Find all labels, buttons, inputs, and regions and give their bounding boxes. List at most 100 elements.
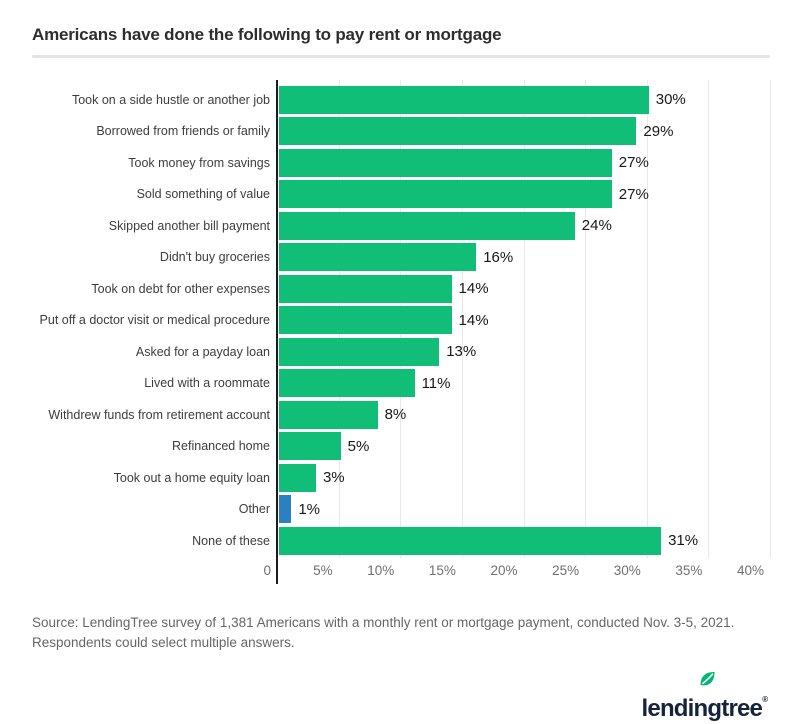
- gridline: [585, 80, 587, 558]
- bar-track: 3%: [279, 463, 770, 492]
- x-tick-label: 30%: [613, 562, 641, 578]
- title-divider: [32, 55, 770, 58]
- category-label: None of these: [192, 533, 270, 548]
- category-label: Took money from savings: [128, 155, 270, 170]
- value-label: 11%: [421, 374, 451, 392]
- value-label: 29%: [643, 122, 674, 140]
- bar-row: Took money from savings 27%: [32, 147, 770, 179]
- bar-track: 14%: [279, 306, 770, 335]
- value-label: 13%: [446, 343, 477, 361]
- category-label: Put off a doctor visit or medical proced…: [39, 313, 270, 328]
- bar-row: Borrowed from friends or family 29%: [32, 116, 770, 148]
- x-tick-label: 10%: [367, 562, 395, 578]
- bar: [279, 526, 662, 555]
- category-label: Took on debt for other expenses: [91, 281, 270, 296]
- registered-mark: ®: [762, 694, 768, 704]
- bar: [279, 369, 415, 398]
- value-label: 30%: [655, 91, 686, 109]
- x-axis-ticks: 0 5% 10% 15% 20% 25% 30% 35% 40%: [263, 557, 770, 583]
- bar-row: Sold something of value 27%: [32, 179, 770, 211]
- x-tick-label: 40%: [736, 562, 764, 578]
- bar-row: Asked for a payday loan 13%: [32, 336, 770, 368]
- x-tick-label: 5%: [313, 562, 333, 578]
- gridline: [461, 80, 463, 558]
- bar: [279, 495, 292, 524]
- leaf-icon: [700, 671, 716, 685]
- bar: [279, 306, 452, 335]
- value-label: 8%: [384, 406, 407, 424]
- source-line-1: Source: LendingTree survey of 1,381 Amer…: [32, 614, 735, 630]
- bar-track: 27%: [279, 148, 770, 177]
- bar-row: Lived with a roommate 11%: [32, 368, 770, 400]
- value-label: 24%: [581, 217, 612, 235]
- bar-rows: Took on a side hustle or another job 30%…: [32, 80, 770, 557]
- bar-track: 13%: [279, 337, 770, 366]
- bar-track: 5%: [279, 432, 770, 461]
- bar-row: Didn't buy groceries 16%: [32, 242, 770, 274]
- category-label: Took out a home equity loan: [113, 470, 270, 485]
- category-label: Refinanced home: [172, 439, 270, 454]
- bar-track: 8%: [279, 400, 770, 429]
- bar-track: 29%: [279, 117, 770, 146]
- source-line-2: Respondents could select multiple answer…: [32, 634, 295, 650]
- bar-track: 14%: [279, 274, 770, 303]
- value-label: 27%: [618, 154, 649, 172]
- value-label: 14%: [458, 311, 489, 329]
- category-label: Asked for a payday loan: [135, 344, 270, 359]
- value-label: 3%: [322, 469, 345, 487]
- bar-row: Withdrew funds from retirement account 8…: [32, 399, 770, 431]
- bar-row: Skipped another bill payment 24%: [32, 210, 770, 242]
- value-label: 16%: [483, 248, 514, 266]
- bar: [279, 463, 316, 492]
- bar-track: 27%: [279, 180, 770, 209]
- bar-track: 30%: [279, 85, 770, 114]
- category-label: Withdrew funds from retirement account: [48, 407, 270, 422]
- value-label: 1%: [298, 500, 320, 518]
- bar-track: 11%: [279, 369, 770, 398]
- x-tick-label: 20%: [490, 562, 518, 578]
- value-label: 14%: [458, 280, 489, 298]
- value-label: 5%: [347, 437, 370, 455]
- bar: [279, 337, 440, 366]
- bar-chart: Took on a side hustle or another job 30%…: [32, 80, 771, 584]
- bar: [279, 274, 452, 303]
- bar-row: Took on a side hustle or another job 30%: [32, 84, 770, 116]
- bar: [279, 148, 612, 177]
- bar-row: None of these 31%: [32, 525, 770, 557]
- category-label: Didn't buy groceries: [159, 250, 270, 265]
- bar-track: 1%: [279, 495, 770, 524]
- bar-row: Took out a home equity loan 3%: [32, 462, 770, 494]
- value-label: 27%: [618, 185, 649, 203]
- bar: [279, 211, 575, 240]
- gridline: [708, 80, 710, 558]
- category-label: Other: [238, 502, 270, 517]
- category-label: Sold something of value: [136, 187, 270, 202]
- category-label: Borrowed from friends or family: [96, 124, 270, 139]
- x-tick-label: 15%: [428, 562, 456, 578]
- chart-title: Americans have done the following to pay…: [32, 25, 502, 44]
- bar: [279, 400, 378, 429]
- bar: [279, 432, 341, 461]
- y-axis-line: [276, 80, 278, 584]
- bar-track: 31%: [279, 526, 770, 555]
- logo-row: lendingtree®: [32, 671, 770, 724]
- lendingtree-logo: lendingtree®: [641, 671, 768, 724]
- gridline: [523, 80, 525, 558]
- bar-row: Put off a doctor visit or medical proced…: [32, 305, 770, 337]
- category-label: Took on a side hustle or another job: [71, 92, 270, 107]
- bar-row: Took on debt for other expenses 14%: [32, 273, 770, 305]
- x-tick-label: 25%: [552, 562, 580, 578]
- gridline: [770, 80, 771, 558]
- bar: [279, 85, 649, 114]
- bar: [279, 117, 637, 146]
- category-label: Skipped another bill payment: [108, 218, 270, 233]
- source-note: Source: LendingTree survey of 1,381 Amer…: [32, 613, 770, 653]
- logo-text: lendingtree: [641, 694, 763, 722]
- value-label: 31%: [668, 532, 699, 550]
- x-tick-label: 0: [263, 562, 271, 578]
- bar-track: 16%: [279, 243, 770, 272]
- category-label: Lived with a roommate: [144, 376, 270, 391]
- bar-row: Other 1%: [32, 494, 770, 526]
- bar: [279, 243, 477, 272]
